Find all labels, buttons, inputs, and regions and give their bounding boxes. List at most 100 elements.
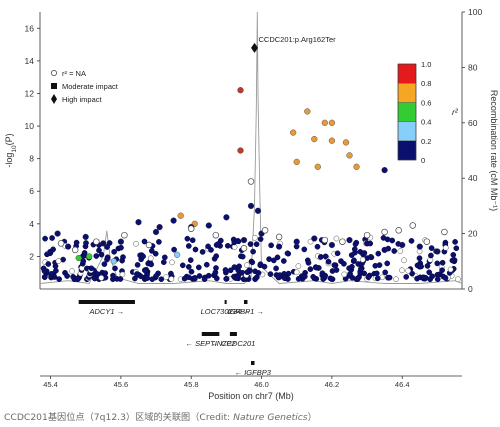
snp-point — [311, 235, 318, 242]
snp-point — [117, 238, 125, 245]
background-snp-point — [169, 259, 175, 266]
snp-point — [240, 245, 248, 252]
background-snp-point — [53, 267, 59, 274]
snp-point — [395, 227, 402, 234]
snp-point — [293, 238, 300, 245]
background-snp-point — [346, 265, 352, 272]
background-snp-point — [428, 252, 434, 259]
background-snp-point — [358, 266, 364, 272]
background-snp-point — [313, 264, 319, 271]
points-layer — [40, 87, 461, 283]
background-snp-point — [281, 275, 288, 281]
background-snp-point — [322, 272, 329, 279]
background-snp-point — [104, 256, 110, 263]
background-snp-point — [295, 263, 302, 269]
background-snp-point — [399, 267, 405, 274]
snp-point — [321, 236, 329, 244]
background-snp-point — [273, 265, 279, 272]
snp-point — [399, 241, 406, 249]
snp-point — [93, 238, 100, 245]
background-snp-point — [405, 267, 412, 274]
background-snp-point — [55, 258, 62, 264]
snp-point — [177, 212, 184, 219]
background-snp-point — [349, 274, 356, 281]
background-snp-point — [307, 266, 314, 272]
snp-point — [247, 202, 255, 210]
colorbar-tick-label: 0.2 — [421, 137, 431, 146]
background-snp-point — [317, 254, 324, 260]
colorbar-title: r² — [452, 107, 459, 117]
colorbar-tick-label: 0 — [421, 156, 425, 165]
background-snp-point — [403, 274, 410, 280]
background-snp-point — [239, 253, 246, 260]
background-snp-point — [401, 257, 407, 264]
snp-point — [328, 137, 336, 144]
background-snp-point — [88, 265, 95, 272]
background-snp-point — [452, 239, 458, 245]
snp-point — [135, 219, 142, 226]
colorbar-tick-label: 1.0 — [421, 60, 431, 69]
background-snp-point — [372, 262, 379, 269]
y-tick-label: 2 — [29, 251, 34, 261]
annotation-layer: CCDC201:p.Arg162Ter — [251, 35, 336, 53]
background-snp-point — [45, 261, 52, 267]
y-tick-label: 10 — [25, 121, 35, 131]
background-snp-point — [234, 238, 241, 244]
gene-label: IGFBP1 → — [228, 307, 264, 316]
background-snp-point — [247, 241, 254, 247]
background-snp-point — [189, 237, 196, 244]
legend-marker-moderate — [51, 83, 57, 89]
background-snp-point — [420, 274, 427, 281]
snp-point — [275, 233, 283, 241]
gene-label: LOC730234 → — [201, 307, 251, 316]
background-snp-point — [73, 239, 80, 246]
snp-point — [212, 231, 220, 239]
background-snp-point — [179, 262, 186, 269]
background-snp-point — [266, 256, 272, 262]
background-snp-point — [112, 265, 118, 272]
background-snp-point — [305, 259, 312, 266]
background-snp-point — [382, 269, 389, 276]
snp-point — [174, 251, 181, 258]
background-snp-point — [56, 276, 62, 282]
background-snp-point — [351, 246, 358, 252]
background-snp-point — [98, 275, 105, 281]
y-tick-label: 6 — [29, 186, 34, 196]
background-snp-point — [375, 250, 382, 257]
background-snp-point — [255, 270, 262, 276]
background-snp-point — [391, 248, 398, 254]
snp-point — [254, 207, 262, 214]
r2-colorbar: 0 0.2 0.4 0.6 0.8 1.0 r² — [397, 60, 459, 165]
background-snp-point — [331, 262, 338, 268]
snp-point — [342, 139, 350, 146]
background-snp-point — [426, 269, 433, 276]
background-snp-point — [453, 245, 460, 252]
y2-tick-label: 60 — [468, 118, 478, 128]
background-snp-point — [310, 273, 317, 280]
colorbar-segment — [397, 82, 417, 103]
legend-label-na: r² = NA — [62, 69, 86, 78]
background-snp-point — [434, 260, 441, 267]
background-snp-point — [322, 253, 329, 260]
snp-point — [100, 240, 107, 247]
background-snp-point — [449, 257, 456, 264]
snp-point — [187, 225, 195, 232]
snp-point — [311, 136, 318, 143]
background-snp-point — [205, 272, 212, 279]
background-snp-point — [213, 253, 220, 259]
legend-marker-na — [51, 70, 57, 76]
y2-tick-label: 80 — [468, 62, 478, 72]
background-snp-point — [98, 251, 105, 258]
gene-label: ADCY1 → — [89, 307, 125, 316]
y2-axis-label: Recombination rate (cM Mb⁻¹) — [489, 90, 499, 211]
caption-credit: Nature Genetics — [233, 412, 308, 423]
background-snp-point — [329, 268, 336, 274]
background-snp-point — [119, 257, 125, 264]
background-snp-point — [267, 271, 274, 277]
background-snp-point — [203, 261, 210, 268]
background-snp-point — [348, 252, 355, 258]
background-snp-point — [168, 276, 175, 282]
legend-marker-high — [51, 94, 57, 104]
snp-point — [423, 238, 431, 245]
background-snp-point — [148, 261, 155, 268]
